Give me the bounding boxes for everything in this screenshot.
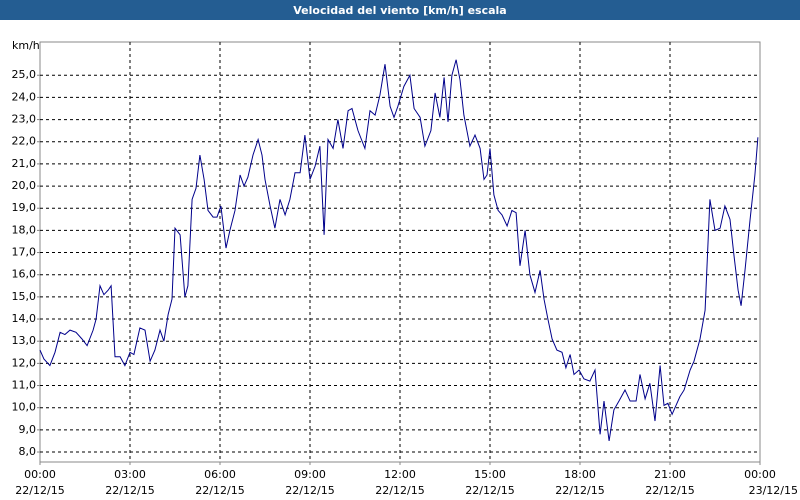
x-tick-date: 22/12/15 xyxy=(195,484,244,497)
y-tick-label: 8,0 xyxy=(19,445,37,458)
data-line xyxy=(39,59,759,442)
y-tick-label: 16,0 xyxy=(12,268,37,281)
y-tick-label: 15,0 xyxy=(12,290,37,303)
y-tick-label: 25,0 xyxy=(12,68,37,81)
y-tick-label: 20,0 xyxy=(12,179,37,192)
x-tick-label: 00:00 xyxy=(24,468,56,481)
x-tick-label: 00:00 xyxy=(744,468,776,481)
y-tick-label: 13,0 xyxy=(12,334,37,347)
y-tick-label: 17,0 xyxy=(12,246,37,259)
x-tick-label: 03:00 xyxy=(114,468,146,481)
title-bar xyxy=(0,0,800,20)
x-tick-label: 06:00 xyxy=(204,468,236,481)
y-tick-label: 9,0 xyxy=(19,423,37,436)
x-tick-label: 09:00 xyxy=(294,468,326,481)
chart-title: Velocidad del viento [km/h] escala xyxy=(293,4,506,17)
x-tick-date: 22/12/15 xyxy=(285,484,334,497)
y-tick-label: 18,0 xyxy=(12,223,37,236)
y-tick-label: 21,0 xyxy=(12,157,37,170)
x-tick-date: 22/12/15 xyxy=(15,484,64,497)
x-tick-date: 22/12/15 xyxy=(105,484,154,497)
x-tick-label: 12:00 xyxy=(384,468,416,481)
y-tick-label: 22,0 xyxy=(12,135,37,148)
x-tick-date: 23/12/15 xyxy=(749,484,798,497)
x-tick-label: 15:00 xyxy=(474,468,506,481)
y-tick-label: 19,0 xyxy=(12,201,37,214)
y-tick-label: 12,0 xyxy=(12,356,37,369)
y-tick-label: 14,0 xyxy=(12,312,37,325)
x-tick-date: 22/12/15 xyxy=(555,484,604,497)
x-tick-date: 22/12/15 xyxy=(375,484,424,497)
y-tick-label: 11,0 xyxy=(12,379,37,392)
y-tick-label: 23,0 xyxy=(12,113,37,126)
y-unit: km/h xyxy=(12,39,40,52)
x-tick-date: 22/12/15 xyxy=(645,484,694,497)
x-tick-label: 21:00 xyxy=(654,468,686,481)
x-tick-date: 22/12/15 xyxy=(465,484,514,497)
y-tick-label: 10,0 xyxy=(12,401,37,414)
y-tick-label: 24,0 xyxy=(12,90,37,103)
x-tick-label: 18:00 xyxy=(564,468,596,481)
